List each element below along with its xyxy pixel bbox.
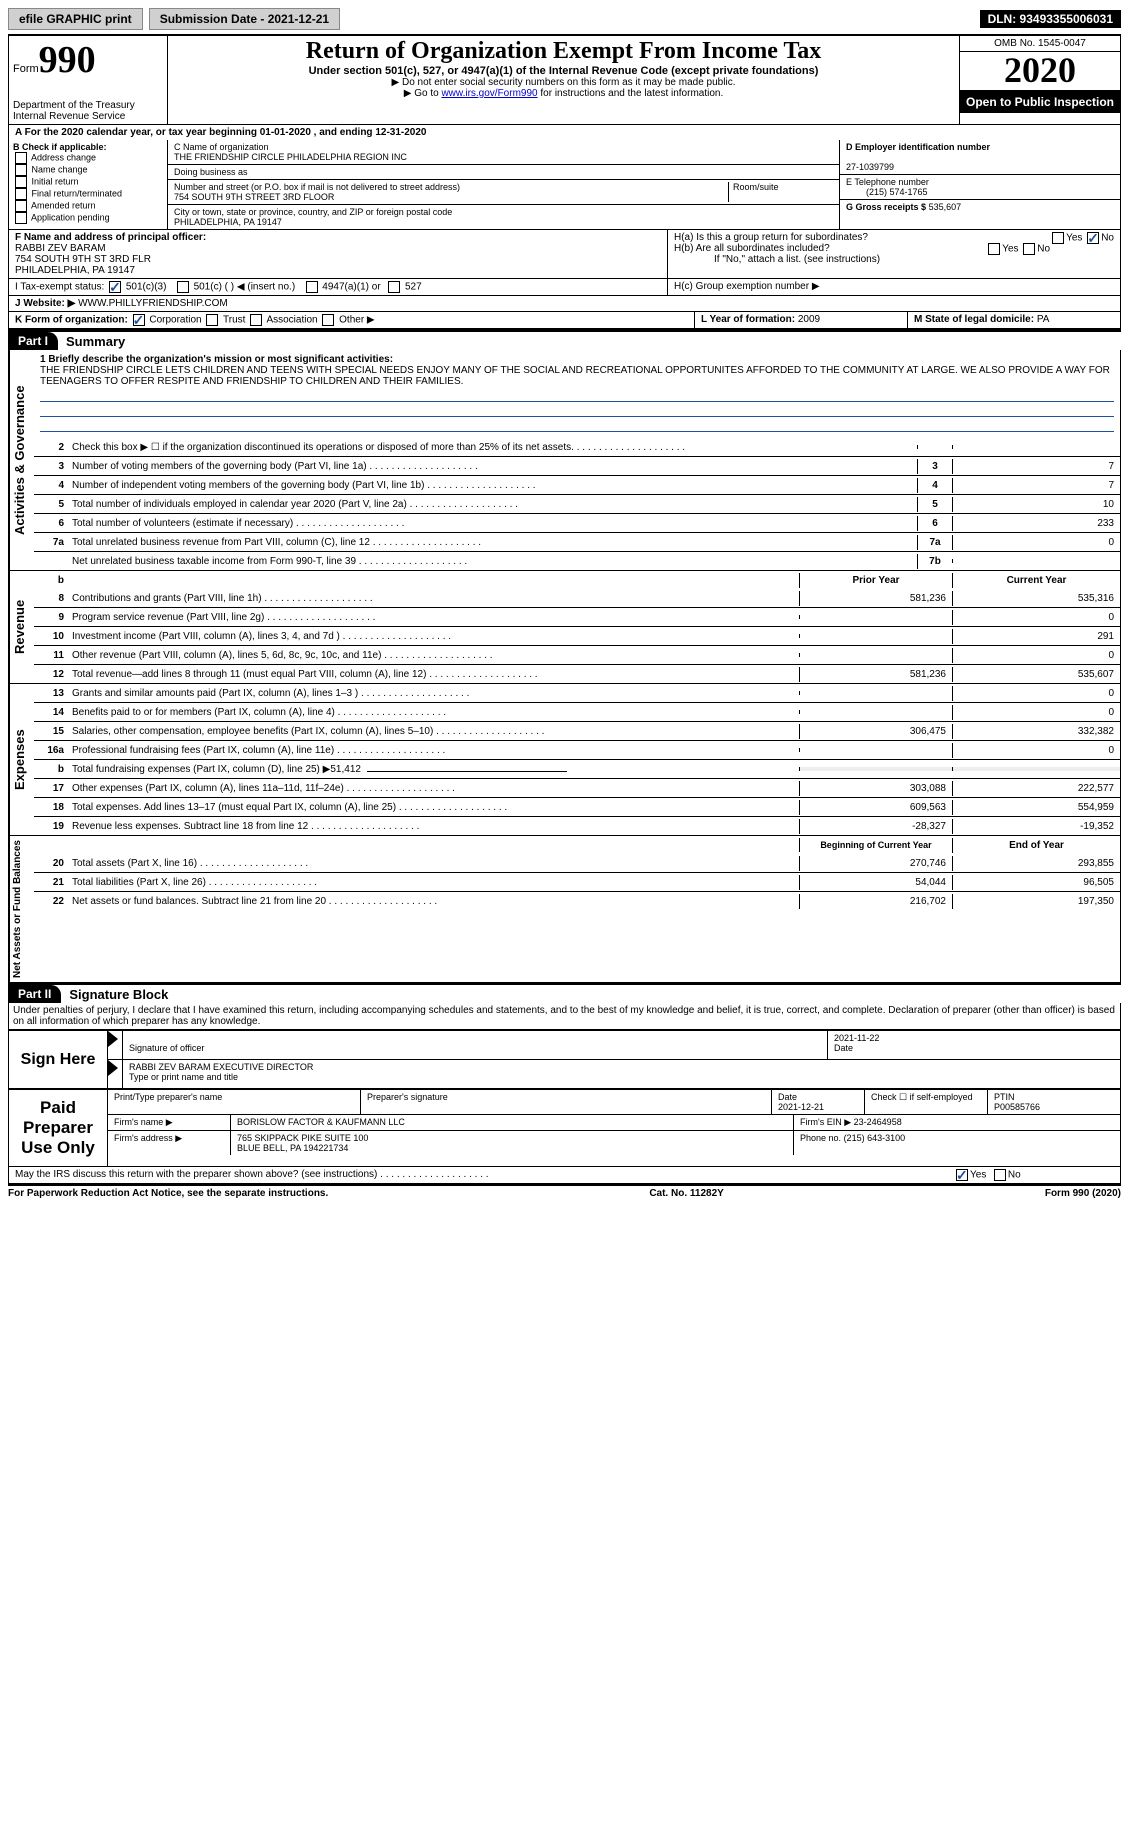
initial-return-checkbox[interactable] <box>15 176 27 188</box>
discuss-no-checkbox[interactable] <box>994 1169 1006 1181</box>
summary-line: 9Program service revenue (Part VIII, lin… <box>34 607 1120 626</box>
summary-line: 19Revenue less expenses. Subtract line 1… <box>34 816 1120 835</box>
summary-line: 16aProfessional fundraising fees (Part I… <box>34 740 1120 759</box>
summary-line: bTotal fundraising expenses (Part IX, co… <box>34 759 1120 778</box>
expenses-side-label: Expenses <box>9 684 34 835</box>
ein-cell: D Employer identification number27-10397… <box>840 140 1120 175</box>
summary-line: 22Net assets or fund balances. Subtract … <box>34 891 1120 910</box>
summary-line: 15Salaries, other compensation, employee… <box>34 721 1120 740</box>
summary-line: 17Other expenses (Part IX, column (A), l… <box>34 778 1120 797</box>
summary-line: 7aTotal unrelated business revenue from … <box>34 532 1120 551</box>
hb-no-checkbox[interactable] <box>1023 243 1035 255</box>
gross-receipts-cell: G Gross receipts $ 535,607 <box>840 200 1120 214</box>
irs-label: Internal Revenue Service <box>13 111 163 122</box>
phone-cell: E Telephone number(215) 574-1765 <box>840 175 1120 200</box>
summary-line: 5Total number of individuals employed in… <box>34 494 1120 513</box>
summary-line: 14Benefits paid to or for members (Part … <box>34 702 1120 721</box>
street-cell: Number and street (or P.O. box if mail i… <box>168 180 839 205</box>
top-bar: efile GRAPHIC print Submission Date - 20… <box>8 8 1121 30</box>
summary-line: 11Other revenue (Part VIII, column (A), … <box>34 645 1120 664</box>
form-number: 990 <box>39 39 96 81</box>
4947-checkbox[interactable] <box>306 281 318 293</box>
open-inspection: Open to Public Inspection <box>960 91 1120 113</box>
summary-line: Net unrelated business taxable income fr… <box>34 551 1120 570</box>
paperwork-notice: For Paperwork Reduction Act Notice, see … <box>8 1188 328 1199</box>
summary-line: 2Check this box ▶ ☐ if the organization … <box>34 438 1120 456</box>
trust-checkbox[interactable] <box>206 314 218 326</box>
ha-yes-checkbox[interactable] <box>1052 232 1064 244</box>
i-row: I Tax-exempt status: 501(c)(3) 501(c) ( … <box>8 279 1121 296</box>
amended-return-checkbox[interactable] <box>15 200 27 212</box>
final-return-checkbox[interactable] <box>15 188 27 200</box>
discuss-yes-checkbox[interactable] <box>956 1169 968 1181</box>
f-h-row: F Name and address of principal officer:… <box>8 230 1121 279</box>
summary-line: 10Investment income (Part VIII, column (… <box>34 626 1120 645</box>
501c-checkbox[interactable] <box>177 281 189 293</box>
netassets-side-label: Net Assets or Fund Balances <box>9 836 34 982</box>
dln-label: DLN: 93493355006031 <box>980 10 1121 28</box>
part2-header: Part II Signature Block <box>8 983 1121 1003</box>
page-footer: For Paperwork Reduction Act Notice, see … <box>8 1185 1121 1199</box>
form-word: Form <box>13 63 39 75</box>
instructions-link[interactable]: www.irs.gov/Form990 <box>441 88 537 99</box>
corp-checkbox[interactable] <box>133 314 145 326</box>
summary-line: 4Number of independent voting members of… <box>34 475 1120 494</box>
dept-label: Department of the Treasury <box>13 100 163 111</box>
form-subtitle: Under section 501(c), 527, or 4947(a)(1)… <box>174 65 953 77</box>
assoc-checkbox[interactable] <box>250 314 262 326</box>
submission-date-button[interactable]: Submission Date - 2021-12-21 <box>149 8 340 30</box>
sign-here-block: Sign Here Signature of officer 2021-11-2… <box>8 1029 1121 1089</box>
summary-line: 21Total liabilities (Part X, line 26)54,… <box>34 872 1120 891</box>
summary-line: 12Total revenue—add lines 8 through 11 (… <box>34 664 1120 683</box>
tax-year-row: A For the 2020 calendar year, or tax yea… <box>8 125 1121 140</box>
revenue-side-label: Revenue <box>9 571 34 683</box>
form-ref: Form 990 (2020) <box>1045 1188 1121 1199</box>
hc-cell: H(c) Group exemption number ▶ <box>667 279 1120 295</box>
perjury-text: Under penalties of perjury, I declare th… <box>8 1003 1121 1029</box>
other-checkbox[interactable] <box>322 314 334 326</box>
netassets-section: Net Assets or Fund Balances Beginning of… <box>8 836 1121 983</box>
part1-header: Part I Summary <box>8 330 1121 350</box>
na-header-row: Beginning of Current Year End of Year <box>34 836 1120 854</box>
org-name-cell: C Name of organization THE FRIENDSHIP CI… <box>168 140 839 165</box>
discuss-row: May the IRS discuss this return with the… <box>8 1167 1121 1185</box>
sig-arrow-icon <box>108 1060 118 1076</box>
efile-button[interactable]: efile GRAPHIC print <box>8 8 143 30</box>
klm-row: K Form of organization: Corporation Trus… <box>8 312 1121 330</box>
summary-line: 13Grants and similar amounts paid (Part … <box>34 684 1120 702</box>
form-header: Form990 Department of the Treasury Inter… <box>8 34 1121 125</box>
col-header-row: b Prior Year Current Year <box>34 571 1120 589</box>
paid-preparer-label: Paid Preparer Use Only <box>9 1090 108 1166</box>
application-pending-checkbox[interactable] <box>15 212 27 224</box>
ha-no-checkbox[interactable] <box>1087 232 1099 244</box>
tax-year: 2020 <box>960 52 1120 91</box>
dba-cell: Doing business as <box>168 165 839 180</box>
expenses-section: Expenses 13Grants and similar amounts pa… <box>8 684 1121 836</box>
cat-number: Cat. No. 11282Y <box>649 1188 723 1199</box>
address-change-checkbox[interactable] <box>15 152 27 164</box>
sig-arrow-icon <box>108 1031 118 1047</box>
governance-section: Activities & Governance 1 Briefly descri… <box>8 350 1121 571</box>
box-b: B Check if applicable: Address change Na… <box>9 140 168 229</box>
summary-line: 3Number of voting members of the governi… <box>34 456 1120 475</box>
summary-line: 6Total number of volunteers (estimate if… <box>34 513 1120 532</box>
city-cell: City or town, state or province, country… <box>168 205 839 229</box>
sign-here-label: Sign Here <box>9 1031 108 1088</box>
j-row: J Website: ▶ WWW.PHILLYFRIENDSHIP.COM <box>8 296 1121 312</box>
hb-yes-checkbox[interactable] <box>988 243 1000 255</box>
summary-line: 18Total expenses. Add lines 13–17 (must … <box>34 797 1120 816</box>
identity-block: B Check if applicable: Address change Na… <box>8 140 1121 230</box>
527-checkbox[interactable] <box>388 281 400 293</box>
paid-preparer-block: Paid Preparer Use Only Print/Type prepar… <box>8 1089 1121 1167</box>
governance-side-label: Activities & Governance <box>9 350 34 570</box>
name-change-checkbox[interactable] <box>15 164 27 176</box>
revenue-section: Revenue b Prior Year Current Year 8Contr… <box>8 571 1121 684</box>
form-note-2: ▶ Go to www.irs.gov/Form990 for instruct… <box>174 88 953 99</box>
form-note-1: ▶ Do not enter social security numbers o… <box>174 77 953 88</box>
501c3-checkbox[interactable] <box>109 281 121 293</box>
summary-line: 8Contributions and grants (Part VIII, li… <box>34 589 1120 607</box>
form-title: Return of Organization Exempt From Incom… <box>174 38 953 65</box>
summary-line: 20Total assets (Part X, line 16)270,7462… <box>34 854 1120 872</box>
mission-block: 1 Briefly describe the organization's mi… <box>34 350 1120 438</box>
